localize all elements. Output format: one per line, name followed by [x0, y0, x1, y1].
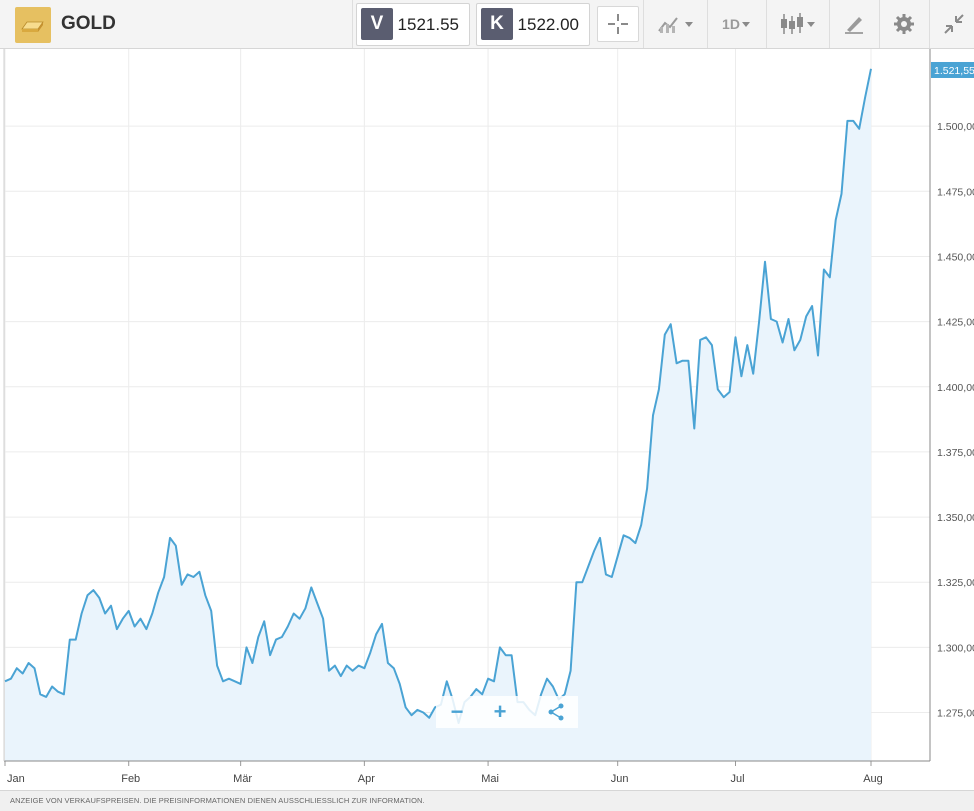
share-button[interactable]	[539, 696, 573, 728]
x-tick-label: Jan	[7, 773, 25, 785]
symbol-title: GOLD	[61, 13, 116, 34]
price-chart[interactable]: 1.275,00 1.300,00 1.325,00 1.350,00 1.375,00…	[0, 48, 974, 790]
collapse-button[interactable]	[934, 4, 974, 44]
gear-icon	[894, 14, 914, 34]
gold-bar-icon	[15, 7, 51, 43]
disclaimer-text: ANZEIGE VON VERKAUFSPREISEN. DIE PREISIN…	[10, 796, 425, 805]
buy-label: K	[481, 8, 513, 40]
x-tick-label: Jun	[611, 773, 629, 785]
zoom-out-button[interactable]: −	[450, 699, 464, 724]
sell-price: 1521.55	[397, 15, 459, 34]
y-tick-label: 1.300,00	[937, 642, 974, 654]
sell-label: V	[361, 8, 393, 40]
y-tick-label: 1.275,00	[937, 708, 974, 720]
x-tick-label: Apr	[358, 773, 375, 785]
sell-price-box[interactable]: V 1521.55	[356, 3, 470, 46]
crosshair-button[interactable]	[597, 6, 639, 42]
collapse-icon	[944, 14, 964, 34]
chevron-down-icon	[741, 22, 750, 27]
footer-disclaimer: ANZEIGE VON VERKAUFSPREISEN. DIE PREISIN…	[0, 790, 974, 811]
zoom-in-button[interactable]: +	[493, 699, 507, 724]
draw-icon	[845, 17, 863, 34]
last-price-label: 1.521,55	[934, 65, 974, 77]
chart-type-button[interactable]	[773, 4, 823, 44]
interval-label: 1D	[722, 16, 740, 32]
chevron-down-icon	[685, 22, 693, 27]
x-tick-label: Aug	[863, 773, 883, 785]
y-tick-label: 1.475,00	[937, 186, 974, 198]
toolbar: GOLD V 1521.55 K 1522.00 1D	[0, 0, 974, 49]
chevron-down-icon	[807, 22, 815, 27]
y-tick-label: 1.325,00	[937, 577, 974, 589]
crosshair-icon	[608, 14, 628, 34]
y-tick-label: 1.375,00	[937, 447, 974, 459]
x-tick-label: Jul	[730, 773, 744, 785]
settings-button[interactable]	[884, 4, 924, 44]
x-tick-label: Feb	[121, 773, 140, 785]
x-tick-label: Mär	[233, 773, 252, 785]
compare-icon	[658, 17, 678, 33]
last-price-tag	[931, 61, 974, 78]
y-tick-label: 1.400,00	[937, 382, 974, 394]
share-icon	[548, 703, 564, 721]
zoom-controls: − +	[436, 696, 578, 728]
interval-button[interactable]: 1D	[714, 4, 760, 44]
candlestick-icon	[781, 13, 803, 34]
y-tick-label: 1.350,00	[937, 512, 974, 524]
y-tick-label: 1.425,00	[937, 317, 974, 329]
x-tick-label: Mai	[481, 773, 499, 785]
y-tick-label: 1.500,00	[937, 121, 974, 133]
y-tick-label: 1.450,00	[937, 251, 974, 263]
price-area-fill	[5, 68, 871, 762]
buy-price: 1522.00	[517, 15, 579, 34]
draw-button[interactable]	[836, 4, 872, 44]
compare-button[interactable]	[652, 4, 700, 44]
buy-price-box[interactable]: K 1522.00	[476, 3, 590, 46]
